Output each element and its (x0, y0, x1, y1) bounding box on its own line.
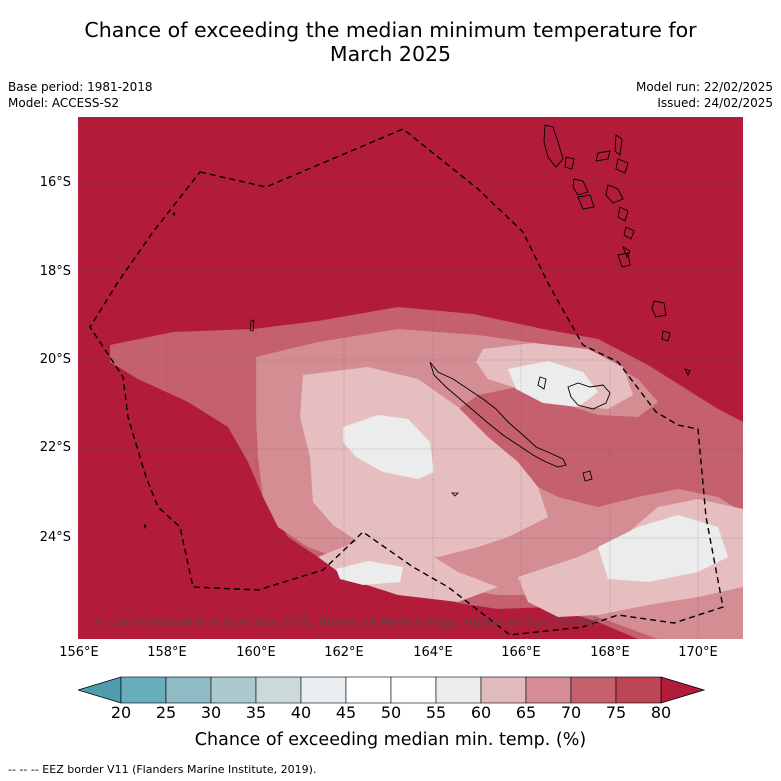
lon-label-168e: 168°E (590, 645, 630, 660)
colorbar-tick-50: 50 (380, 703, 402, 722)
map-gridlines (78, 117, 743, 639)
colorbar-tick-45: 45 (335, 703, 357, 722)
lon-label-162e: 162°E (324, 645, 364, 660)
colorbar-above-triangle (660, 676, 706, 704)
probability-60-65-area-south-west (318, 537, 498, 602)
eez-footnote: -- -- -- EEZ border V11 (Flanders Marine… (8, 763, 317, 776)
lat-label-24s: 24°S (39, 530, 71, 545)
colorbar-tick-70: 70 (560, 703, 582, 722)
colorbar-segment (525, 676, 572, 704)
colorbar-segment (120, 676, 167, 704)
model-run: Model run: 22/02/2025 (635, 80, 773, 94)
colorbar-tick-20: 20 (110, 703, 132, 722)
colorbar-tick-35: 35 (245, 703, 267, 722)
map-copyright: © Commonwealth of Australia 2025, Bureau… (94, 615, 599, 629)
colorbar-segment (210, 676, 257, 704)
colorbar-tick-25: 25 (155, 703, 177, 722)
colorbar-tick-30: 30 (200, 703, 222, 722)
title-line-1: Chance of exceeding the median minimum t… (84, 18, 697, 42)
colorbar-tick-80: 80 (650, 703, 672, 722)
colorbar-segment (390, 676, 437, 704)
lon-label-160e: 160°E (236, 645, 276, 660)
colorbar-segment (480, 676, 527, 704)
colorbar-label: Chance of exceeding median min. temp. (%… (194, 730, 587, 750)
new-caledonia-mainland (429, 361, 567, 468)
colorbar (76, 676, 708, 708)
loyalty-islands (567, 382, 611, 410)
lon-label-166e: 166°E (501, 645, 541, 660)
colorbar-svg (76, 676, 706, 704)
title-line-2: March 2025 (329, 42, 452, 66)
probability-55-60-area-south-east (598, 515, 728, 582)
lat-label-16s: 16°S (39, 175, 71, 190)
colorbar-segment (255, 676, 302, 704)
probability-55-60-area-north (508, 361, 598, 407)
colorbar-segment (345, 676, 392, 704)
map-svg: © Commonwealth of Australia 2025, Bureau… (78, 117, 743, 639)
lon-label-158e: 158°E (147, 645, 187, 660)
colorbar-tick-60: 60 (470, 703, 492, 722)
lat-label-18s: 18°S (39, 264, 71, 279)
lat-label-22s: 22°S (39, 440, 71, 455)
map-panel: © Commonwealth of Australia 2025, Bureau… (78, 117, 743, 639)
colorbar-segment (300, 676, 347, 704)
colorbar-tick-75: 75 (605, 703, 627, 722)
meta-right: Model run: 22/02/2025 Issued: 24/02/2025 (636, 79, 773, 111)
vanuatu-islands (543, 124, 691, 377)
lon-label-156e: 156°E (59, 645, 99, 660)
probability-55-60-area-south (336, 561, 403, 585)
mare-island (582, 470, 593, 482)
lon-label-164e: 164°E (413, 645, 453, 660)
colorbar-segment (615, 676, 662, 704)
colorbar-segment (435, 676, 482, 704)
colorbar-segment (165, 676, 212, 704)
colorbar-tick-40: 40 (290, 703, 312, 722)
small-islets (143, 212, 459, 530)
meta-left: Base period: 1981-2018 Model: ACCESS-S2 (8, 79, 153, 111)
colorbar-tick-65: 65 (515, 703, 537, 722)
colorbar-tick-55: 55 (425, 703, 447, 722)
chart-title: Chance of exceeding the median minimum t… (0, 18, 781, 66)
issued-date: Issued: 24/02/2025 (657, 96, 773, 110)
lon-label-170e: 170°E (678, 645, 718, 660)
base-period: Base period: 1981-2018 (8, 80, 153, 94)
eez-border (89, 128, 724, 636)
colorbar-below-triangle (76, 676, 122, 704)
lat-label-20s: 20°S (39, 352, 71, 367)
model-name: Model: ACCESS-S2 (8, 96, 120, 110)
colorbar-segment (570, 676, 617, 704)
probability-55-60-area-west (343, 415, 434, 479)
isle-of-pines (537, 376, 547, 390)
